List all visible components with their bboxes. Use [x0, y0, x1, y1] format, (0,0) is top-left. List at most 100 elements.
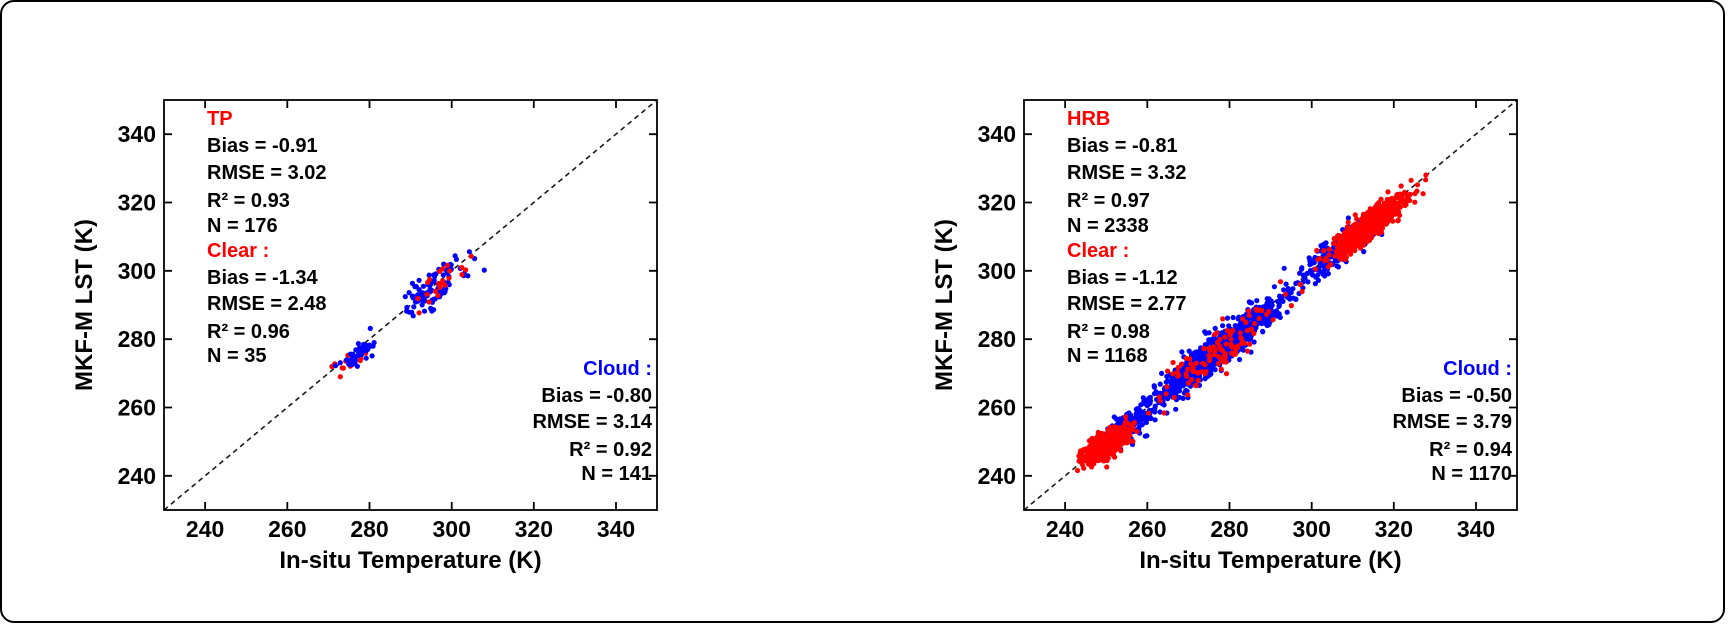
data-point-clear	[1384, 219, 1390, 225]
data-point-cloud	[1230, 314, 1236, 321]
data-point-clear	[1396, 195, 1402, 201]
data-point-cloud	[355, 353, 361, 359]
x-tick-label: 300	[1293, 516, 1331, 542]
data-point-clear	[1364, 239, 1370, 245]
data-point-clear	[1237, 330, 1243, 336]
data-point-cloud	[419, 302, 425, 308]
data-point-clear	[1212, 347, 1218, 353]
data-point-clear	[1212, 351, 1218, 357]
x-tick-label: 260	[268, 516, 306, 542]
data-point-clear	[1244, 348, 1251, 354]
data-point-clear	[459, 272, 465, 278]
data-point-clear	[1216, 354, 1222, 360]
stat-line-bias: Bias = -0.80	[541, 385, 652, 407]
data-point-cloud	[1345, 215, 1351, 221]
data-point-clear	[1222, 350, 1228, 357]
data-point-cloud	[1276, 298, 1283, 304]
identity-line	[1023, 99, 1518, 511]
data-point-clear	[1343, 232, 1349, 238]
data-point-clear	[1248, 326, 1254, 332]
data-point-cloud	[1237, 356, 1243, 363]
data-point-clear	[440, 281, 446, 287]
scatter-points-group	[329, 249, 487, 380]
data-point-cloud	[404, 304, 410, 310]
data-point-clear	[1130, 438, 1136, 444]
data-point-clear	[1171, 394, 1177, 400]
data-point-cloud	[355, 341, 361, 347]
data-point-clear	[1322, 258, 1328, 264]
data-point-clear	[444, 262, 450, 268]
data-point-cloud	[1238, 321, 1244, 327]
data-point-clear	[1176, 372, 1182, 378]
x-tick-label: 320	[1375, 516, 1413, 542]
stat-line-rmse: RMSE = 2.48	[207, 293, 327, 315]
y-tick-label: 320	[978, 190, 1016, 216]
stats-block-overall: TP Bias = -0.91 RMSE = 3.02 R² = 0.93 N …	[207, 108, 327, 237]
clear-label: Clear :	[1067, 240, 1129, 262]
stat-line-r2: R² = 0.92	[569, 439, 652, 461]
x-tick-label: 300	[433, 516, 471, 542]
data-point-clear	[1228, 336, 1234, 342]
data-point-clear	[1352, 228, 1358, 234]
data-point-clear	[1391, 196, 1397, 202]
data-point-cloud	[1220, 323, 1226, 329]
data-point-cloud	[1318, 243, 1324, 249]
region-label: TP	[207, 108, 233, 130]
data-point-cloud	[1264, 322, 1270, 329]
data-point-cloud	[420, 290, 426, 296]
data-point-clear	[1328, 261, 1334, 267]
data-point-clear	[1402, 189, 1408, 195]
data-point-clear	[1185, 366, 1191, 372]
data-point-clear	[1420, 191, 1426, 197]
data-point-clear	[1381, 206, 1387, 212]
data-point-cloud	[367, 325, 373, 331]
stat-line-rmse: RMSE = 3.02	[207, 162, 327, 184]
scatter-plot-hrb: 240 260 280 300 320 340 240 260 280 300 …	[922, 60, 1642, 600]
data-point-cloud	[1137, 410, 1143, 417]
data-point-cloud	[1305, 279, 1311, 285]
data-point-clear	[1407, 197, 1413, 204]
data-point-cloud	[1333, 257, 1339, 263]
data-point-clear	[1368, 216, 1374, 222]
data-point-clear	[1095, 429, 1101, 435]
data-point-clear	[1101, 453, 1107, 459]
data-point-cloud	[1144, 433, 1150, 439]
data-point-clear	[1408, 177, 1414, 183]
stat-line-bias: Bias = -0.50	[1401, 385, 1512, 407]
data-point-cloud	[1235, 316, 1241, 322]
data-point-clear	[1222, 354, 1228, 360]
data-point-cloud	[420, 283, 426, 289]
data-point-cloud	[371, 340, 377, 346]
data-point-clear	[1414, 182, 1421, 188]
data-point-clear	[416, 310, 422, 316]
data-point-clear	[1282, 291, 1289, 297]
data-point-clear	[1219, 347, 1225, 353]
data-point-cloud	[1183, 387, 1189, 393]
data-point-cloud	[1266, 298, 1272, 304]
data-point-clear	[1212, 331, 1218, 337]
data-point-cloud	[1152, 405, 1158, 411]
stats-block-cloud: Cloud : Bias = -0.80 RMSE = 3.14 R² = 0.…	[532, 358, 652, 485]
data-point-clear	[432, 288, 439, 294]
data-point-clear	[1377, 229, 1383, 235]
y-tick-label: 240	[118, 463, 156, 489]
x-axis-title: In-situ Temperature (K)	[279, 547, 541, 574]
data-point-clear	[1372, 229, 1378, 235]
stat-line-bias: Bias = -0.81	[1067, 135, 1178, 157]
data-point-cloud	[1334, 263, 1340, 269]
data-point-cloud	[364, 343, 370, 349]
data-point-clear	[447, 268, 453, 274]
data-point-clear	[1352, 233, 1358, 239]
data-point-clear	[1221, 359, 1227, 365]
data-point-cloud	[1315, 277, 1321, 283]
y-tick-label: 340	[118, 121, 156, 147]
data-point-clear	[1390, 206, 1396, 212]
data-point-clear	[1123, 414, 1129, 420]
data-point-clear	[1118, 448, 1124, 454]
data-point-clear	[446, 275, 452, 281]
data-point-clear	[1362, 234, 1368, 240]
data-point-cloud	[1142, 397, 1148, 403]
data-point-clear	[1356, 242, 1363, 249]
data-point-clear	[1201, 345, 1207, 352]
